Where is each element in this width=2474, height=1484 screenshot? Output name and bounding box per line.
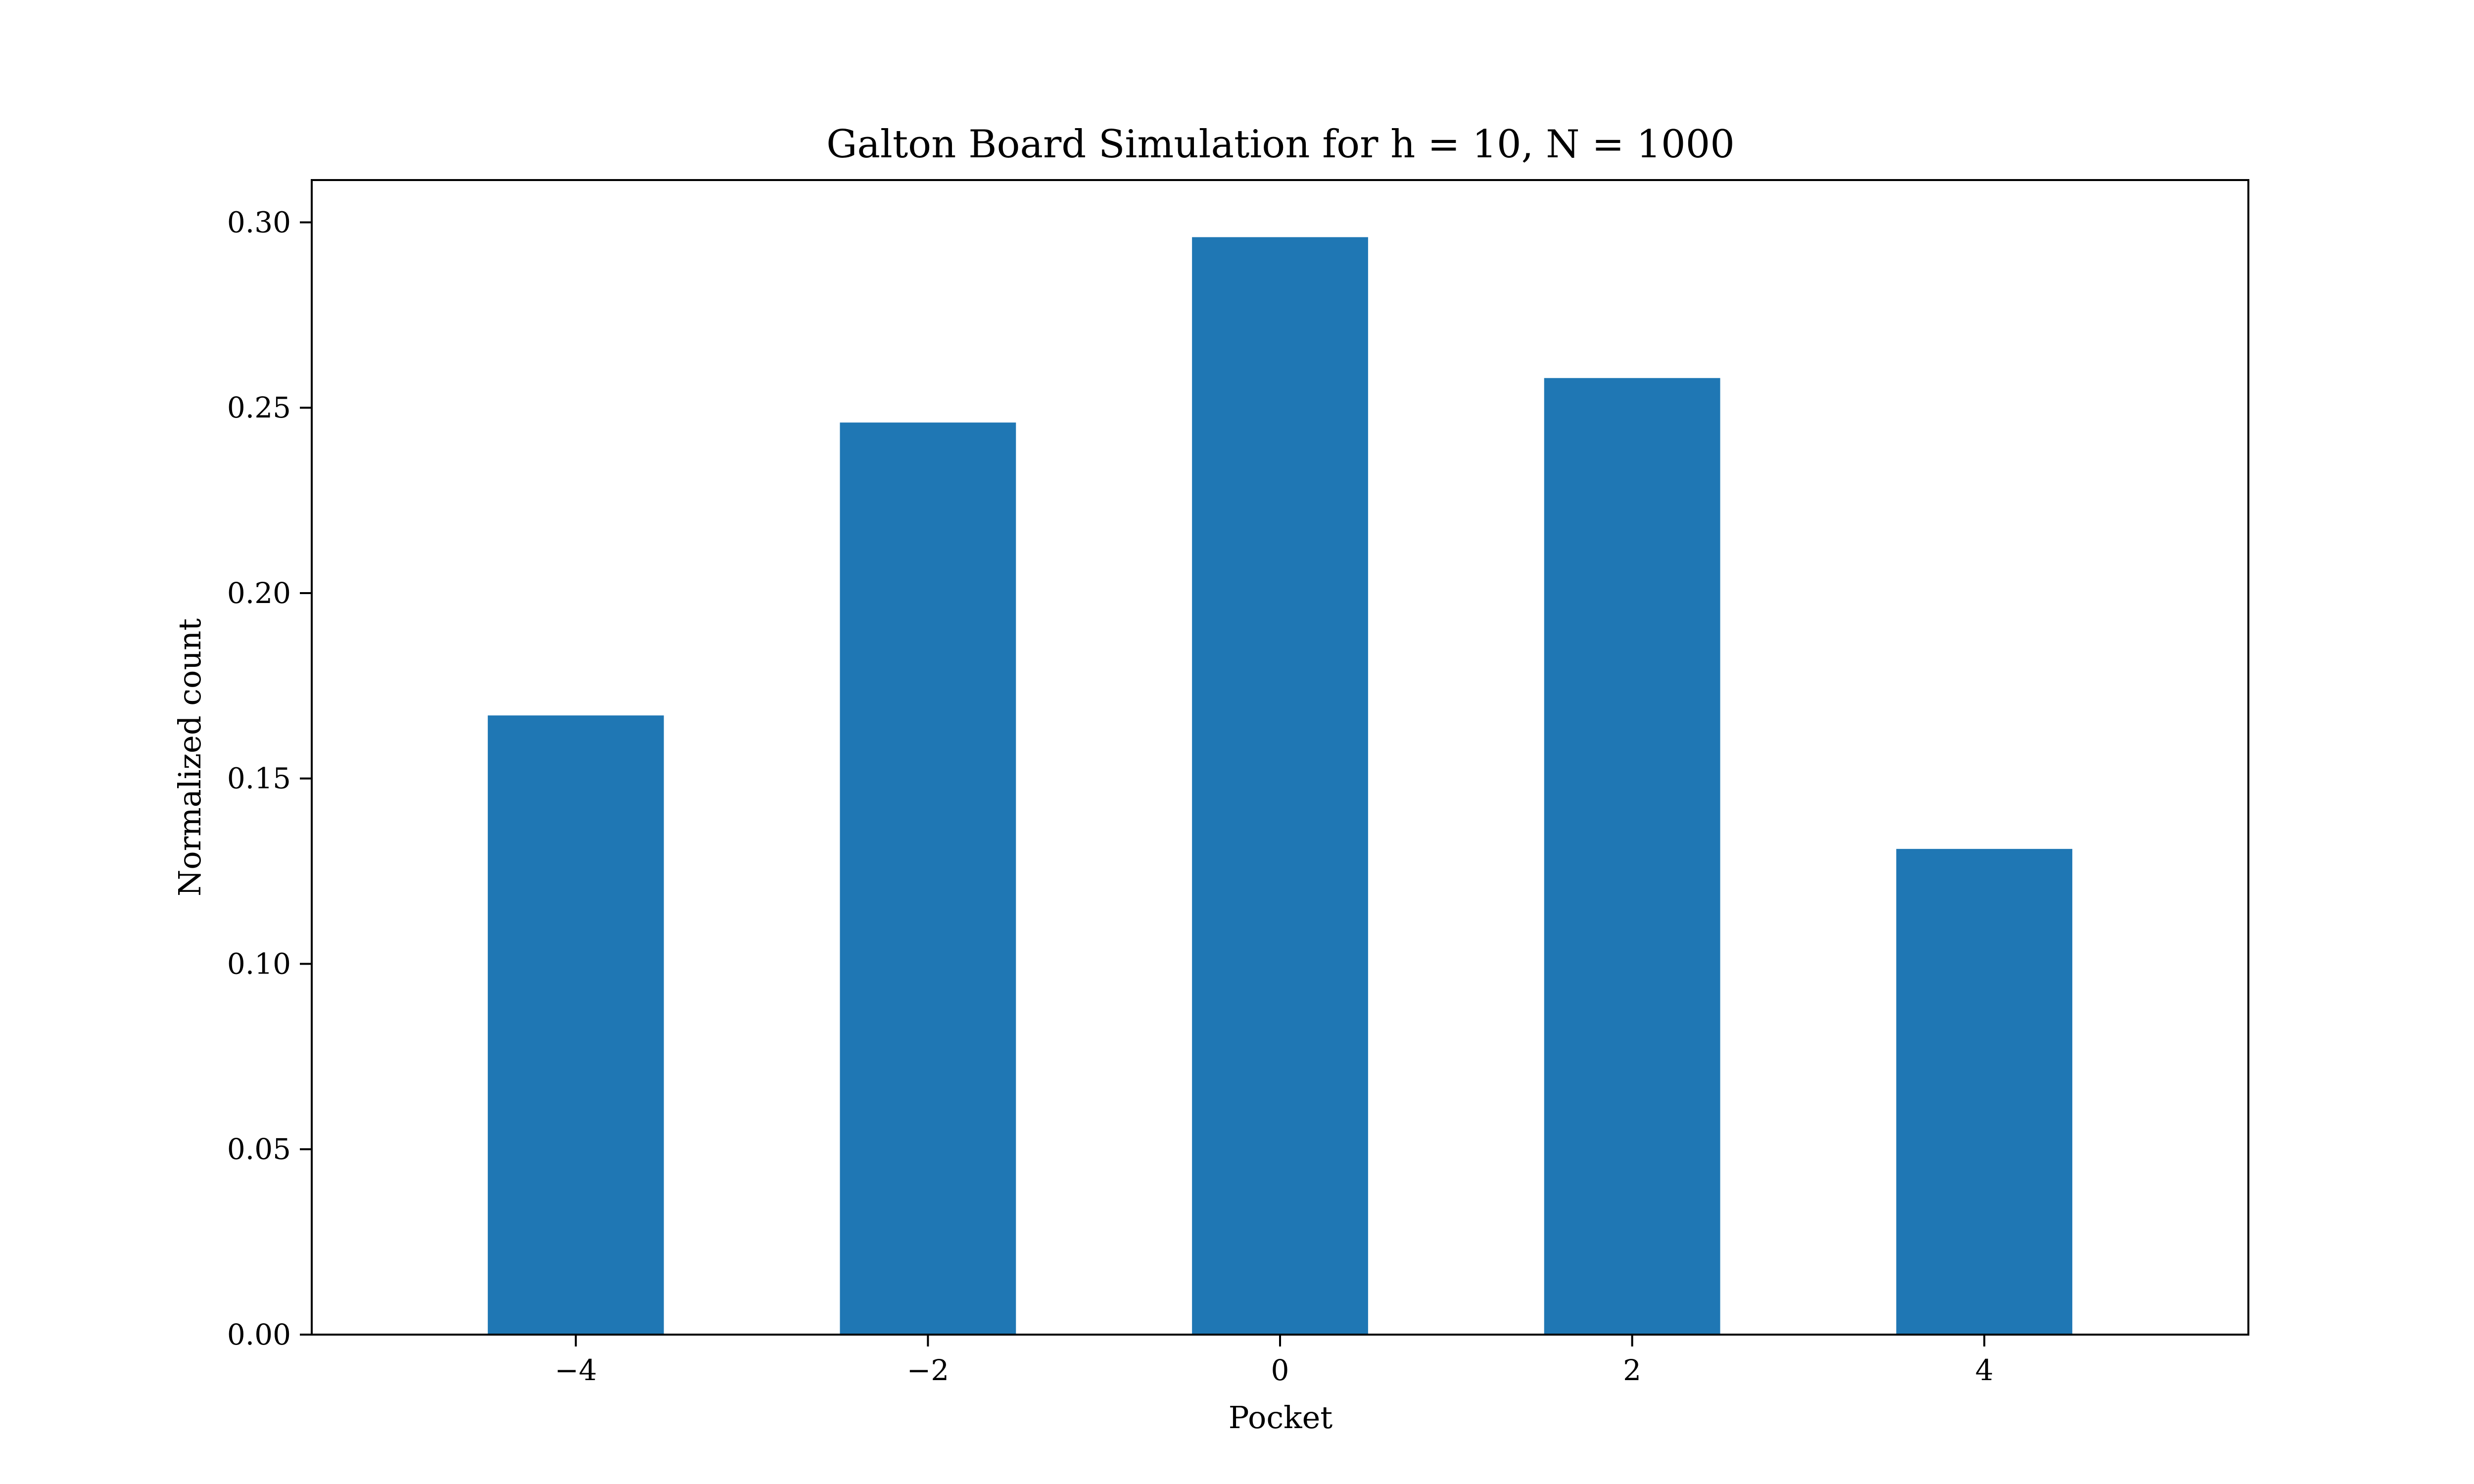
y-tick-label: 0.05: [227, 1132, 291, 1166]
y-axis-ticks: 0.00 0.05 0.10 0.15 0.20 0.25 0.30: [227, 205, 312, 1351]
x-tick-label: 2: [1623, 1353, 1641, 1387]
x-tick-label: 0: [1271, 1353, 1289, 1387]
bar-pocket--2: [840, 422, 1016, 1335]
chart-title: Galton Board Simulation for h = 10, N = …: [826, 122, 1735, 167]
x-axis-label: Pocket: [1229, 1399, 1333, 1436]
y-tick-label: 0.10: [227, 947, 291, 980]
bar-pocket--4: [487, 715, 664, 1335]
bar-pocket-2: [1544, 378, 1720, 1335]
bar-pocket-0: [1192, 237, 1368, 1335]
y-tick-label: 0.30: [227, 205, 291, 239]
y-tick-label: 0.15: [227, 762, 291, 795]
y-axis-label: Normalized count: [172, 618, 208, 896]
bar-pocket-4: [1896, 849, 2073, 1335]
x-tick-label: 4: [1975, 1353, 1994, 1387]
y-tick-label: 0.25: [227, 391, 291, 424]
y-tick-label: 0.00: [227, 1318, 291, 1351]
x-tick-label: −4: [555, 1353, 597, 1387]
y-tick-label: 0.20: [227, 576, 291, 610]
x-tick-label: −2: [907, 1353, 950, 1387]
x-axis-ticks: −4 −2 0 2 4: [555, 1335, 1994, 1387]
bars-group: [487, 237, 2073, 1335]
